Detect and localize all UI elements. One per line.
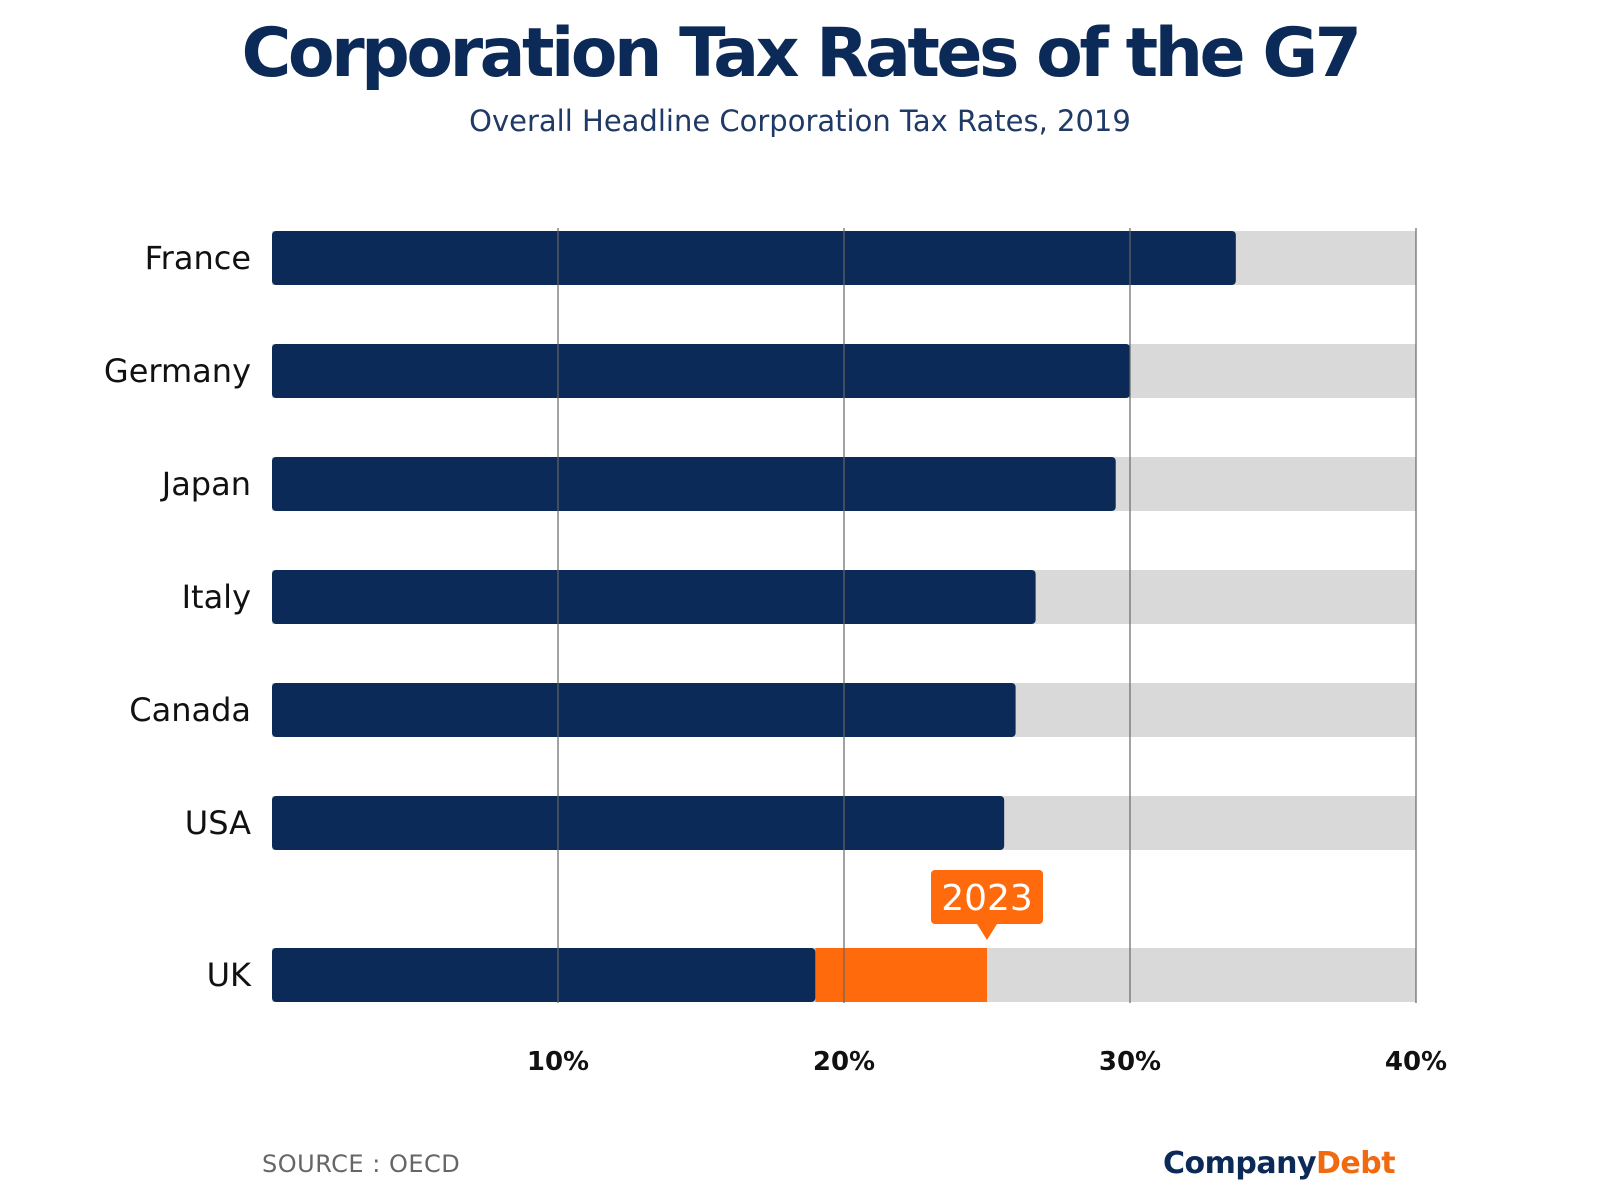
category-label-usa: USA [185, 804, 251, 842]
tick-label-10: 10% [527, 1047, 589, 1077]
bar-uk [272, 948, 816, 1002]
category-label-france: France [145, 239, 251, 277]
callout-label: 2023 [941, 878, 1033, 919]
tick-label-30: 30% [1099, 1047, 1161, 1077]
source-note: SOURCE : OECD [262, 1150, 461, 1178]
brand-logo: CompanyDebt [1163, 1146, 1396, 1181]
bar-france [272, 231, 1236, 285]
brand-logo-part1: Company [1163, 1146, 1317, 1181]
category-label-italy: Italy [182, 578, 251, 616]
tick-label-40: 40% [1385, 1047, 1447, 1077]
category-label-uk: UK [207, 956, 252, 994]
bar-germany [272, 344, 1130, 398]
callout-pointer [977, 924, 997, 940]
chart-title: Corporation Tax Rates of the G7 [241, 14, 1362, 93]
category-label-canada: Canada [129, 691, 251, 729]
tick-label-20: 20% [813, 1047, 875, 1077]
brand-logo-part2: Debt [1316, 1146, 1396, 1181]
bar-usa [272, 796, 1005, 850]
category-label-germany: Germany [104, 352, 251, 390]
category-label-japan: Japan [160, 465, 251, 503]
bar-italy [272, 570, 1036, 624]
bar-highlight-uk [815, 948, 987, 1002]
bar-japan [272, 457, 1116, 511]
chart-subtitle: Overall Headline Corporation Tax Rates, … [469, 104, 1131, 138]
callout-box [931, 870, 1043, 924]
bar-canada [272, 683, 1016, 737]
